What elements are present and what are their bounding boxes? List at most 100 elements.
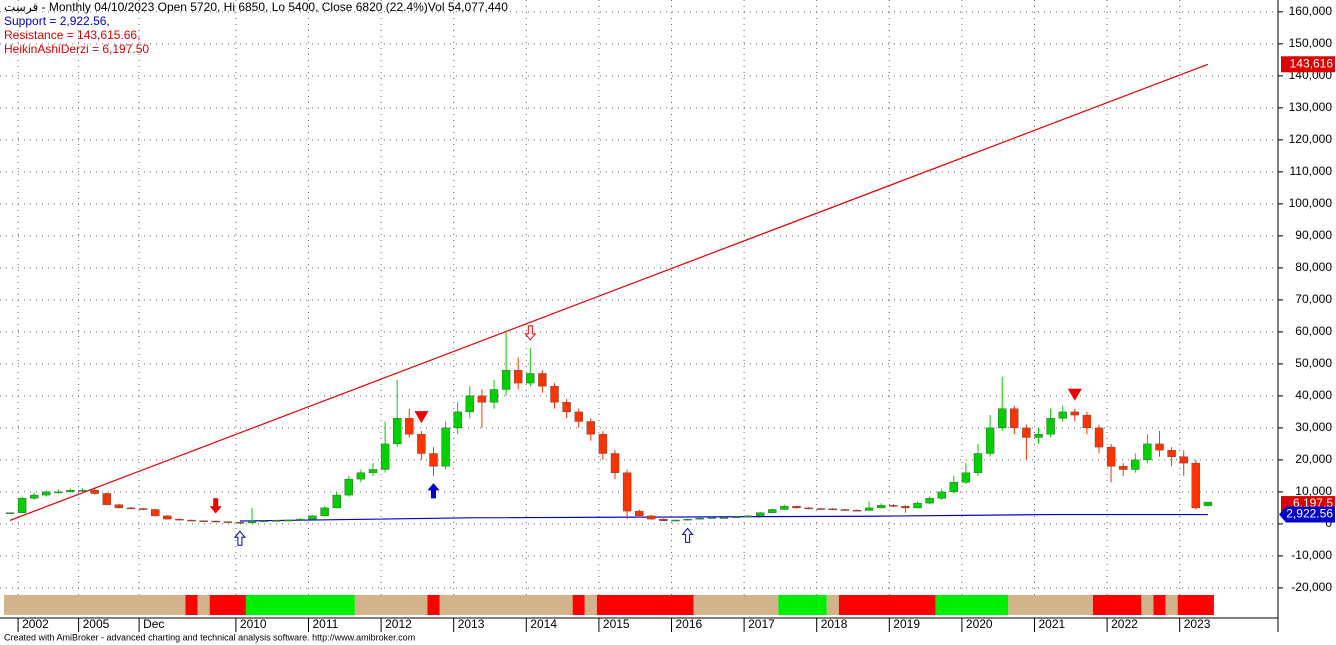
candle-body [695,517,704,520]
legend-support: Support = 2,922.56, [4,14,110,28]
candle-body [126,507,136,510]
candle-body [719,517,729,519]
candle-body [840,509,850,511]
state-band [1141,595,1154,615]
candle-body [635,510,644,517]
candle-body [150,509,160,517]
candle-body [707,517,716,519]
candle-body [284,519,293,522]
candle-body [90,490,99,494]
x-tick-label: 2014 [530,617,557,631]
candle-body [768,509,777,513]
candle-body [1179,456,1188,464]
candle-body [332,494,341,509]
legend-resistance: Resistance = 143,615.66, [4,28,140,42]
candle-body [405,418,414,435]
y-tick-label: 150,000 [1289,36,1333,50]
y-tick-label: 20,000 [1295,452,1332,466]
y-tick-label: 90,000 [1295,228,1332,242]
candle-body [1167,450,1176,457]
axes: -20,000 -10,000 0 10,000 20,000 30,000 40,000 5… [17,4,1335,632]
y-tick-label: 10,000 [1295,484,1332,498]
candle-body [163,515,172,520]
buy-signal [233,530,246,546]
y-tick-label: 120,000 [1289,132,1333,146]
state-band [439,595,573,615]
plot [3,63,1214,615]
x-tick-label: 2005 [83,617,110,631]
candle-body [1082,414,1092,429]
legend-heikin: HeikinAshiDerzi = 6,197.50 [4,42,149,56]
state-band [354,595,428,615]
candle-body [1203,501,1213,506]
y-tick-label: 130,000 [1289,100,1333,114]
candle-body [102,493,112,505]
candle-body [356,472,366,480]
sell-signal [414,411,429,424]
state-band [1008,595,1093,615]
candle-body [1155,443,1164,451]
candle-body [30,494,39,499]
buy-signal [427,483,440,499]
candle-body [429,453,438,467]
chart-title: قرست - Monthly 04/10/2023 Open 5720, Hi … [4,0,508,14]
candle-body [877,505,886,509]
x-tick-label: 2020 [966,617,993,631]
value-tag [1281,56,1335,73]
candle-body [247,521,257,524]
y-tick-label: 30,000 [1295,420,1332,434]
candle-body [574,411,583,422]
candle-body [743,515,753,518]
candle-body [1058,411,1067,419]
candle-body [187,519,196,522]
footer: Created with AmiBroker - advanced charti… [4,632,415,642]
candle-body [138,508,148,510]
candle-body [852,509,862,512]
candle-body [937,491,946,499]
candle-body [465,395,474,413]
x-tick-label: 2016 [676,617,703,631]
candle-body [973,453,983,473]
candle-body [417,434,426,454]
state-band [935,595,1009,615]
sell-signal [524,325,537,341]
x-tick-label: Dec [143,617,164,631]
candle-body [78,490,87,492]
candle-body [1143,443,1152,461]
y-tick-label: 80,000 [1295,260,1332,274]
candle-body [17,498,27,513]
candle-body [901,506,910,509]
resistance-line [9,63,1209,521]
state-band [1165,595,1178,615]
candle-body [175,518,184,521]
candle-body [272,520,281,522]
candle-body [223,521,233,523]
candle-body [501,370,511,390]
x-tick-label: 2010 [240,617,267,631]
y-tick-label: -10,000 [1291,548,1332,562]
candle-body [792,506,801,509]
candle-body [393,418,402,445]
state-band [1153,595,1166,615]
y-tick-label: 70,000 [1295,292,1332,306]
sell-signal [1067,388,1082,401]
x-tick-label: 2022 [1111,617,1138,631]
y-tick-label: -20,000 [1291,580,1332,594]
candle-body [320,507,329,517]
candle-body [1034,434,1043,438]
candle-body [1106,446,1116,467]
x-tick-label: 2023 [1184,617,1211,631]
state-band [185,595,198,615]
y-tick-label: 160,000 [1289,4,1333,18]
state-band [778,595,827,615]
candle-body [925,498,934,504]
state-band [572,595,585,615]
x-tick-label: 2018 [821,617,848,631]
candle-body [659,518,668,521]
candle-body [647,515,656,520]
state-band [1177,595,1214,615]
candle-body [1046,418,1055,435]
state-band [584,595,597,615]
candle-body [683,518,692,521]
